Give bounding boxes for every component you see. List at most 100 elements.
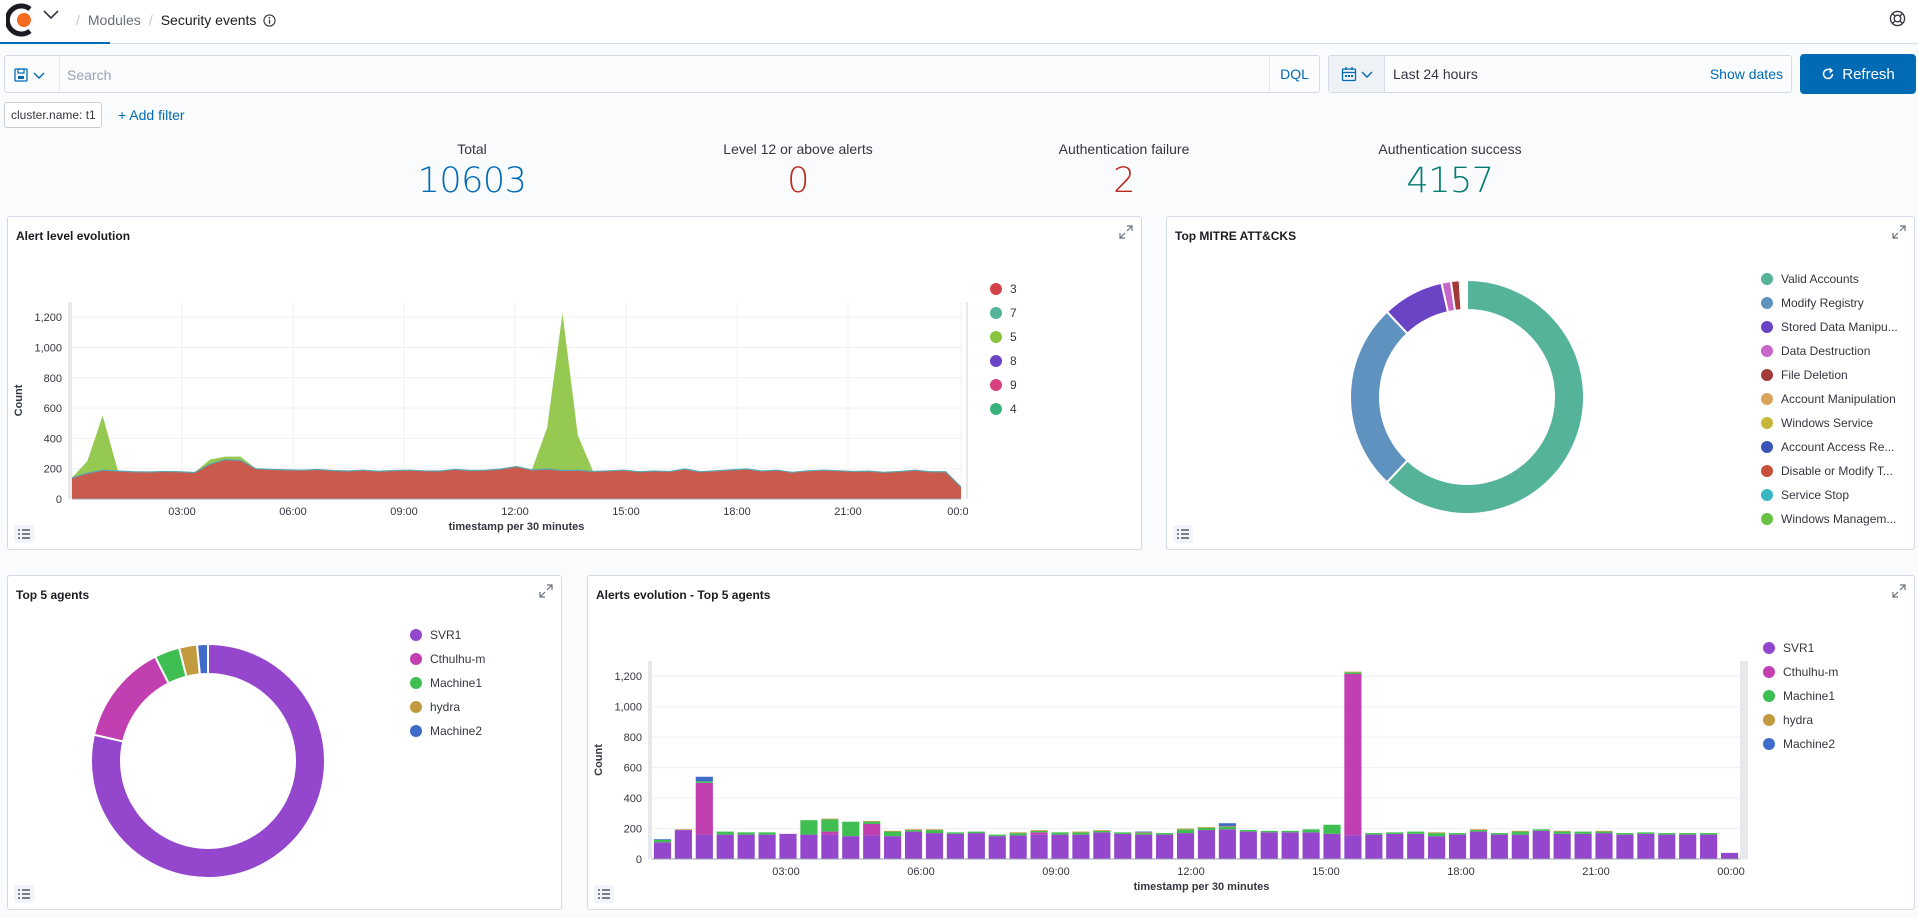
legend-item[interactable]: Machine1 (1763, 684, 1838, 708)
bar-segment[interactable] (1218, 829, 1236, 859)
legend-toggle-button[interactable] (594, 885, 614, 903)
bar-segment[interactable] (695, 781, 713, 783)
bar-segment[interactable] (1009, 833, 1027, 836)
bar-segment[interactable] (1428, 833, 1446, 837)
expand-icon[interactable] (1892, 225, 1906, 239)
bar-segment[interactable] (1135, 832, 1153, 834)
legend-item[interactable]: Data Destruction (1761, 339, 1911, 363)
bar-segment[interactable] (1176, 833, 1195, 859)
bar-segment[interactable] (988, 834, 1006, 837)
donut-slice[interactable] (92, 655, 171, 743)
bar-segment[interactable] (842, 821, 860, 837)
search-input[interactable] (65, 62, 1265, 88)
donut-slice[interactable] (195, 642, 209, 676)
bar-segment[interactable] (1114, 833, 1132, 859)
bar-segment[interactable] (1093, 830, 1111, 831)
bar-segment[interactable] (1720, 852, 1739, 859)
bar-segment[interactable] (779, 833, 797, 859)
legend-item[interactable]: Machine1 (410, 671, 485, 695)
bar-segment[interactable] (821, 831, 839, 835)
bar-segment[interactable] (1679, 833, 1697, 835)
legend-item[interactable]: 9 (990, 373, 1017, 397)
bar-segment[interactable] (925, 829, 944, 831)
bar-segment[interactable] (1218, 823, 1236, 827)
bar-segment[interactable] (1218, 827, 1236, 830)
bar-segment[interactable] (695, 776, 713, 782)
bar-segment[interactable] (967, 831, 985, 834)
bar-segment[interactable] (1469, 830, 1488, 832)
legend-item[interactable]: Service Stop (1761, 483, 1911, 507)
bar-segment[interactable] (1616, 834, 1634, 859)
bar-segment[interactable] (821, 818, 839, 820)
legend-item[interactable]: File Deletion (1761, 363, 1911, 387)
bar-segment[interactable] (1658, 833, 1676, 835)
bar-segment[interactable] (1448, 833, 1467, 835)
refresh-button[interactable]: Refresh (1800, 54, 1916, 94)
bar-segment[interactable] (1135, 831, 1153, 833)
bar-segment[interactable] (653, 839, 672, 843)
legend-item[interactable]: Windows Managem... (1761, 507, 1911, 531)
bar-segment[interactable] (674, 829, 692, 831)
help-icon[interactable] (1889, 10, 1906, 27)
expand-icon[interactable] (1119, 225, 1133, 239)
bar-segment[interactable] (988, 836, 1006, 859)
bar-segment[interactable] (1114, 832, 1132, 834)
bar-segment[interactable] (1009, 835, 1027, 859)
bar-segment[interactable] (1574, 833, 1592, 859)
bar-segment[interactable] (737, 832, 755, 835)
bar-segment[interactable] (1553, 833, 1571, 859)
bar-segment[interactable] (904, 829, 923, 831)
legend-item[interactable]: 8 (990, 349, 1017, 373)
bar-segment[interactable] (884, 831, 902, 837)
bar-segment[interactable] (842, 836, 860, 859)
bar-segment[interactable] (1469, 831, 1488, 859)
legend-item[interactable]: hydra (1763, 708, 1838, 732)
add-filter-button[interactable]: + Add filter (118, 107, 185, 123)
bar-segment[interactable] (1511, 830, 1529, 832)
legend-item[interactable]: Machine2 (1763, 732, 1838, 756)
bar-segment[interactable] (1197, 827, 1216, 828)
bar-segment[interactable] (695, 782, 713, 835)
legend-item[interactable]: hydra (410, 695, 485, 719)
bar-segment[interactable] (1030, 830, 1048, 833)
legend-item[interactable]: Stored Data Manipu... (1761, 315, 1911, 339)
saved-query-button[interactable] (13, 66, 57, 84)
bar-segment[interactable] (1239, 831, 1257, 859)
bar-segment[interactable] (1553, 830, 1571, 832)
bar-segment[interactable] (1679, 834, 1697, 859)
bar-segment[interactable] (863, 821, 881, 824)
legend-item[interactable]: Account Access Re... (1761, 435, 1911, 459)
info-icon[interactable] (263, 13, 277, 27)
bar-segment[interactable] (1344, 672, 1362, 674)
bar-segment[interactable] (1365, 834, 1383, 859)
bar-segment[interactable] (1072, 831, 1090, 833)
bar-segment[interactable] (1344, 673, 1362, 836)
bar-segment[interactable] (1030, 834, 1048, 859)
date-range-label[interactable]: Last 24 hours (1393, 66, 1478, 82)
bar-segment[interactable] (925, 833, 944, 859)
legend-item[interactable]: Disable or Modify T... (1761, 459, 1911, 483)
bar-segment[interactable] (653, 839, 672, 840)
bar-segment[interactable] (1616, 833, 1634, 835)
bar-segment[interactable] (1323, 824, 1341, 834)
bar-segment[interactable] (1281, 832, 1299, 859)
bar-segment[interactable] (1511, 831, 1529, 835)
bar-segment[interactable] (1281, 830, 1299, 833)
bar-segment[interactable] (1595, 831, 1613, 834)
bar-segment[interactable] (1637, 832, 1655, 834)
donut-slice[interactable] (1465, 278, 1468, 312)
expand-icon[interactable] (539, 584, 553, 598)
legend-toggle-button[interactable] (14, 525, 34, 543)
bar-segment[interactable] (1490, 834, 1508, 859)
bar-segment[interactable] (1009, 832, 1027, 834)
legend-item[interactable]: Cthulhu-m (410, 647, 485, 671)
bar-segment[interactable] (946, 832, 964, 834)
bar-segment[interactable] (1344, 671, 1362, 673)
donut-slice[interactable] (90, 642, 326, 879)
bar-segment[interactable] (1344, 835, 1362, 859)
legend-item[interactable]: 7 (990, 301, 1017, 325)
bar-segment[interactable] (1428, 832, 1446, 834)
bar-segment[interactable] (695, 834, 713, 859)
legend-item[interactable]: Machine2 (410, 719, 485, 743)
legend-item[interactable]: Modify Registry (1761, 291, 1911, 315)
